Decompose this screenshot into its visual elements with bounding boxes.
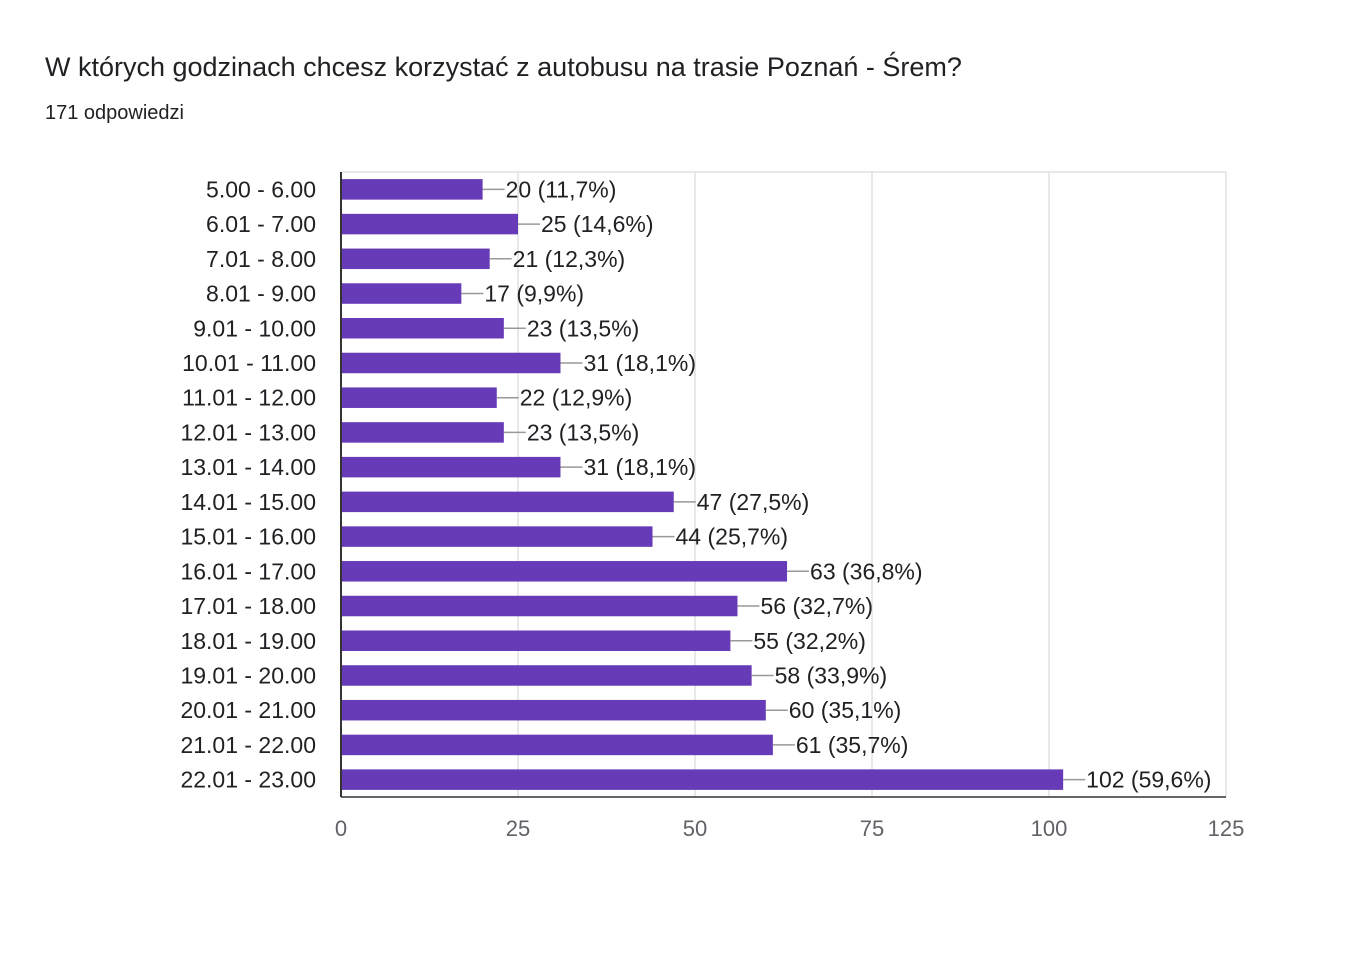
x-tick-label: 125 <box>1208 816 1245 841</box>
data-label: 61 (35,7%) <box>796 732 909 758</box>
bar <box>341 352 561 374</box>
category-label: 12.01 - 13.00 <box>180 419 316 445</box>
category-label: 17.01 - 18.00 <box>180 593 316 619</box>
data-label: 22 (12,9%) <box>520 385 633 411</box>
bar <box>341 665 752 686</box>
category-label: 15.01 - 16.00 <box>180 524 316 550</box>
data-label: 25 (14,6%) <box>541 211 654 237</box>
data-label: 23 (13,5%) <box>527 419 640 445</box>
category-label: 7.01 - 8.00 <box>206 246 316 272</box>
bar <box>341 526 653 547</box>
category-label: 13.01 - 14.00 <box>180 454 316 480</box>
data-label: 60 (35,1%) <box>789 697 902 723</box>
category-label: 21.01 - 22.00 <box>180 732 316 758</box>
category-label: 19.01 - 20.00 <box>180 662 316 688</box>
bar <box>341 283 462 304</box>
bar <box>341 422 504 443</box>
bar <box>341 213 518 235</box>
bar <box>341 491 674 513</box>
category-label: 5.00 - 6.00 <box>206 176 316 202</box>
category-label: 8.01 - 9.00 <box>206 281 316 307</box>
response-count: 171 odpowiedzi <box>45 102 184 124</box>
bar <box>341 248 490 270</box>
bar <box>341 595 738 617</box>
data-label: 58 (33,9%) <box>775 662 888 688</box>
data-label: 102 (59,6%) <box>1086 767 1211 793</box>
data-label: 47 (27,5%) <box>697 489 810 515</box>
category-label: 18.01 - 19.00 <box>180 628 316 654</box>
x-tick-label: 50 <box>683 816 707 841</box>
chart-title: W których godzinach chcesz korzystać z a… <box>45 52 962 82</box>
category-label: 20.01 - 21.00 <box>180 697 316 723</box>
data-label: 56 (32,7%) <box>760 593 873 619</box>
data-label: 44 (25,7%) <box>676 524 789 550</box>
category-label: 22.01 - 23.00 <box>180 767 316 793</box>
bar <box>341 387 497 408</box>
category-label: 6.01 - 7.00 <box>206 211 316 237</box>
bar <box>341 734 773 756</box>
category-label: 16.01 - 17.00 <box>180 558 316 584</box>
category-label: 11.01 - 12.00 <box>182 385 316 411</box>
data-label: 21 (12,3%) <box>513 246 626 272</box>
data-label: 20 (11,7%) <box>506 176 617 202</box>
bar <box>341 561 788 582</box>
data-label: 55 (32,2%) <box>753 628 866 654</box>
data-label: 31 (18,1%) <box>583 454 696 480</box>
data-label: 17 (9,9%) <box>484 281 584 307</box>
x-tick-label: 0 <box>335 816 347 841</box>
bar <box>341 699 766 721</box>
x-tick-label: 25 <box>506 816 530 841</box>
bar <box>341 318 504 339</box>
category-label: 9.01 - 10.00 <box>193 315 316 341</box>
data-label: 23 (13,5%) <box>527 315 640 341</box>
category-label: 10.01 - 11.00 <box>182 350 316 376</box>
x-tick-label: 75 <box>860 816 884 841</box>
bar <box>341 630 731 651</box>
bar <box>341 456 561 478</box>
data-label: 31 (18,1%) <box>583 350 696 376</box>
x-tick-label: 100 <box>1031 816 1068 841</box>
data-label: 63 (36,8%) <box>810 558 923 584</box>
bar <box>341 769 1064 790</box>
bar <box>341 179 483 200</box>
category-label: 14.01 - 15.00 <box>180 489 316 515</box>
